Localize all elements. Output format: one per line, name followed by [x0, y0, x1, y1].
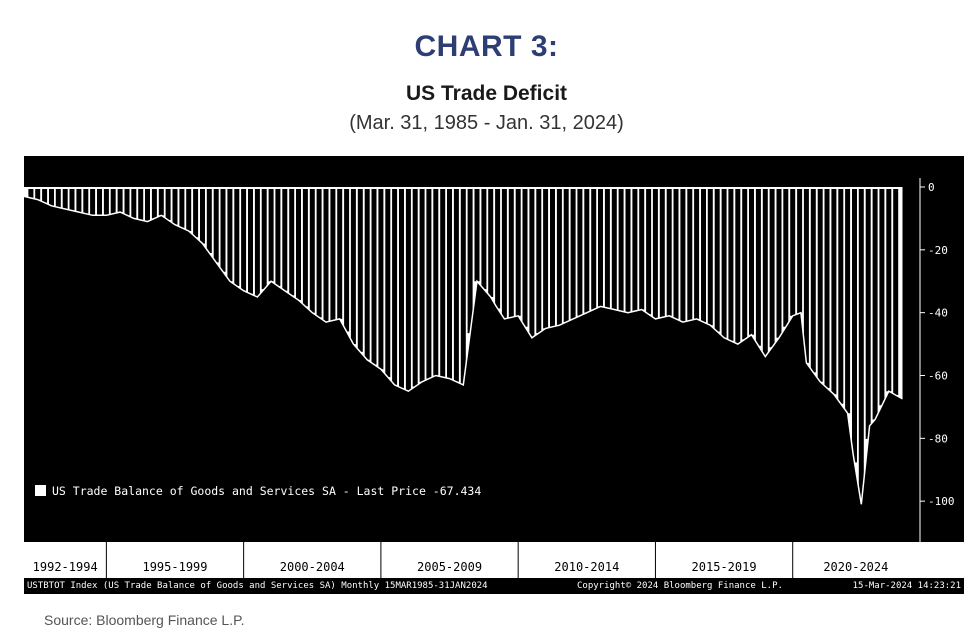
- chart-svg: 0 -20 -40 -60 -80 -100 US Trade Balance of Go…: [23, 156, 964, 594]
- chart-title: US Trade Deficit: [405, 82, 568, 105]
- legend-box: [30, 479, 466, 503]
- footer-copyright: Copyright© 2024 Bloomberg Finance L.P.: [577, 581, 783, 591]
- chart-subtitle: (Mar. 31, 1985 - Jan. 31, 2024): [349, 112, 624, 134]
- x-period-label: 2000-2004: [280, 560, 345, 574]
- bar-hatching: [28, 189, 899, 505]
- y-tick-label: 0: [928, 181, 935, 194]
- y-tick-label: -100: [928, 495, 955, 508]
- y-tick-label: -20: [928, 244, 948, 257]
- x-period-label: 2015-2019: [692, 560, 757, 574]
- x-period-label: 2020-2024: [823, 560, 888, 574]
- x-period-label: 1992-1994: [33, 560, 98, 574]
- x-period-label: 2010-2014: [554, 560, 619, 574]
- footer-strip: [24, 578, 964, 594]
- footer-timestamp: 15-Mar-2024 14:23:21: [853, 581, 961, 591]
- x-axis: 1992-1994 1995-1999 2000-2004 2005-2009 2010…: [24, 542, 964, 594]
- source-note: Source: Bloomberg Finance L.P.: [44, 612, 245, 628]
- y-axis: 0 -20 -40 -60 -80 -100: [919, 178, 955, 542]
- legend-swatch: [35, 485, 46, 496]
- y-tick-label: -60: [928, 369, 948, 382]
- y-tick-label: -80: [928, 432, 948, 445]
- x-axis-band: [24, 542, 964, 578]
- bloomberg-chart: 0 -20 -40 -60 -80 -100 US Trade Balance of Go…: [23, 156, 964, 594]
- chart-heading: CHART 3:: [414, 30, 559, 63]
- x-period-label: 1995-1999: [142, 560, 207, 574]
- y-tick-label: -40: [928, 307, 948, 320]
- plot-area: [23, 187, 903, 505]
- legend: US Trade Balance of Goods and Services S…: [30, 479, 481, 503]
- chart-footer: USTBTOT Index (US Trade Balance of Goods…: [27, 581, 961, 591]
- x-period-label: 2005-2009: [417, 560, 482, 574]
- footer-index-info: USTBTOT Index (US Trade Balance of Goods…: [27, 581, 488, 591]
- series-line: [23, 195, 903, 505]
- legend-label: US Trade Balance of Goods and Services S…: [52, 484, 481, 498]
